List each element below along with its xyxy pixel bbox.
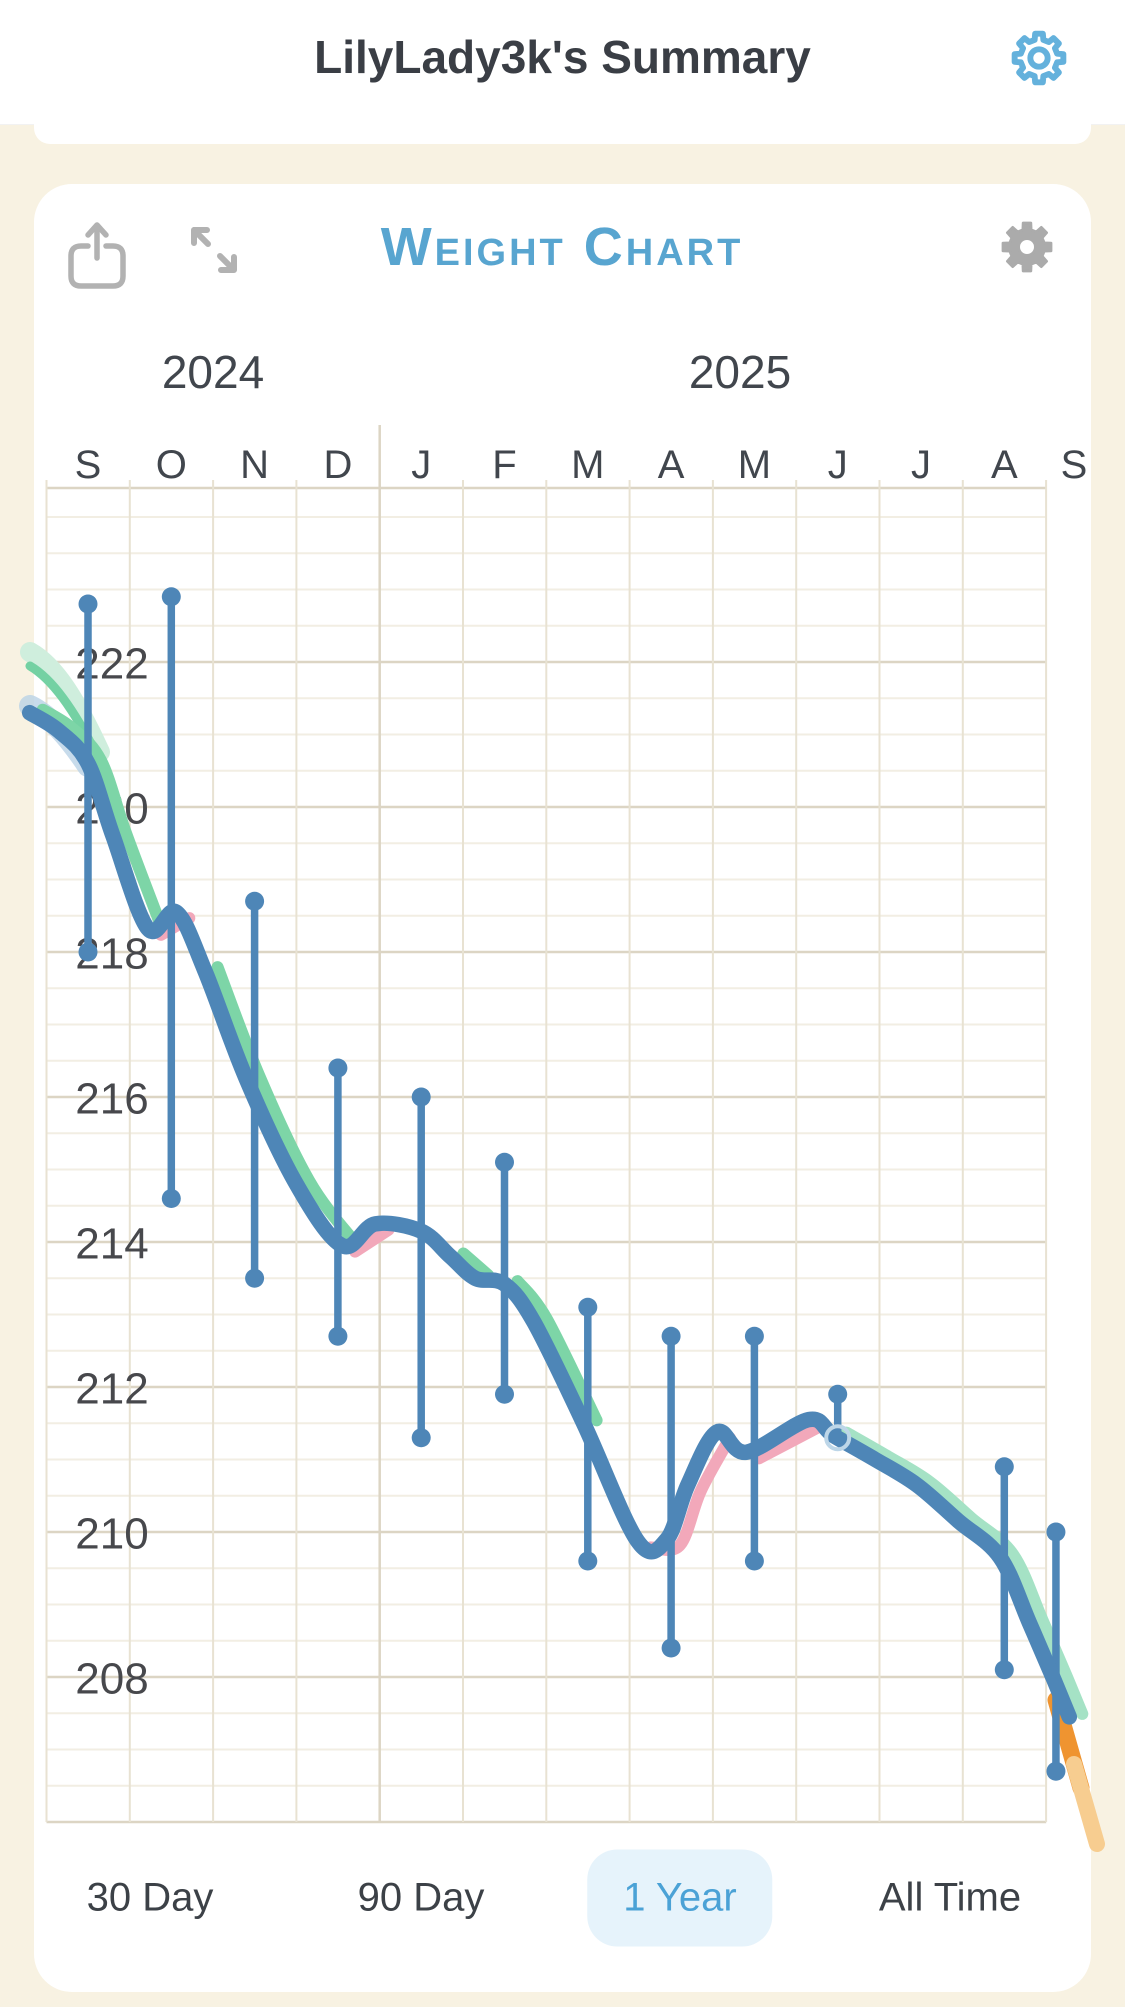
y-axis-tick-label: 212 [75, 1365, 148, 1414]
month-label: O [156, 443, 187, 487]
range-low-dot [411, 1428, 431, 1448]
month-label: J [828, 443, 848, 487]
ring-marker [824, 1424, 852, 1452]
trend-direction-bands [36, 703, 1089, 1720]
month-label: M [571, 443, 604, 487]
whisker-end-dots [78, 587, 1066, 1781]
page-title: LilyLady3k's Summary [314, 31, 811, 83]
range-high-dot [661, 1326, 681, 1346]
month-label: A [991, 443, 1018, 487]
year-label: 2025 [689, 346, 791, 398]
month-label: S [75, 443, 102, 487]
range-high-dot [161, 587, 181, 607]
month-label: J [911, 443, 931, 487]
share-icon [68, 222, 126, 289]
range-low-dot [78, 942, 98, 962]
month-label: D [323, 443, 352, 487]
range-high-dot [994, 1457, 1014, 1477]
month-label: S [1061, 443, 1088, 487]
range-low-dot [578, 1551, 598, 1571]
month-label: M [738, 443, 771, 487]
y-axis-tick-label: 214 [75, 1220, 148, 1269]
y-axis-tick-label: 208 [75, 1655, 148, 1704]
tab-30-day[interactable]: 30 Day [86, 1875, 214, 1920]
range-high-dot [245, 891, 265, 911]
tab-all-time[interactable]: All Time [878, 1875, 1022, 1920]
range-low-dot [661, 1638, 681, 1658]
range-low-dot [495, 1384, 514, 1404]
gear-icon [1001, 221, 1053, 273]
expand-arrows-icon [191, 227, 237, 273]
share-button[interactable] [66, 218, 128, 289]
range-low-dot [245, 1268, 265, 1288]
expand-chart-button[interactable] [184, 220, 244, 280]
green-band-segment [211, 961, 362, 1249]
month-label: A [658, 443, 685, 487]
weight-chart-card [34, 184, 1091, 1992]
range-high-dot [411, 1087, 431, 1107]
range-low-dot [1046, 1761, 1066, 1781]
green-band-segment [840, 1426, 1089, 1720]
gear-icon [1011, 30, 1067, 86]
previous-card-bottom [34, 124, 1091, 144]
range-low-dot [994, 1660, 1014, 1680]
range-high-dot [495, 1152, 514, 1172]
range-high-dot [578, 1297, 598, 1317]
chart-title: Weight Chart [380, 217, 744, 277]
range-high-dot [744, 1326, 764, 1346]
y-axis-tick-label: 210 [75, 1510, 148, 1559]
range-high-dot [828, 1384, 848, 1404]
monthly-range-whiskers [84, 593, 1060, 1775]
range-high-dot [1046, 1522, 1066, 1542]
settings-button[interactable] [1008, 27, 1070, 89]
range-high-dot [78, 594, 98, 614]
tab-1-year[interactable]: 1 Year [587, 1849, 773, 1947]
month-label: N [240, 443, 269, 487]
month-label: J [411, 443, 431, 487]
chart-grid [45, 425, 1048, 1824]
range-low-dot [328, 1326, 348, 1346]
weight-trend-line [21, 704, 1078, 1725]
tab-90-day[interactable]: 90 Day [357, 1875, 485, 1920]
range-high-dot [328, 1058, 348, 1078]
range-low-dot [744, 1551, 764, 1571]
app-header: LilyLady3k's Summary [0, 0, 1125, 125]
y-axis-tick-label: 216 [75, 1075, 148, 1124]
year-label: 2024 [162, 346, 264, 398]
chart-settings-button[interactable] [999, 219, 1055, 275]
green-band-segment [36, 703, 167, 932]
range-low-dot [161, 1189, 181, 1208]
month-label: F [492, 443, 516, 487]
